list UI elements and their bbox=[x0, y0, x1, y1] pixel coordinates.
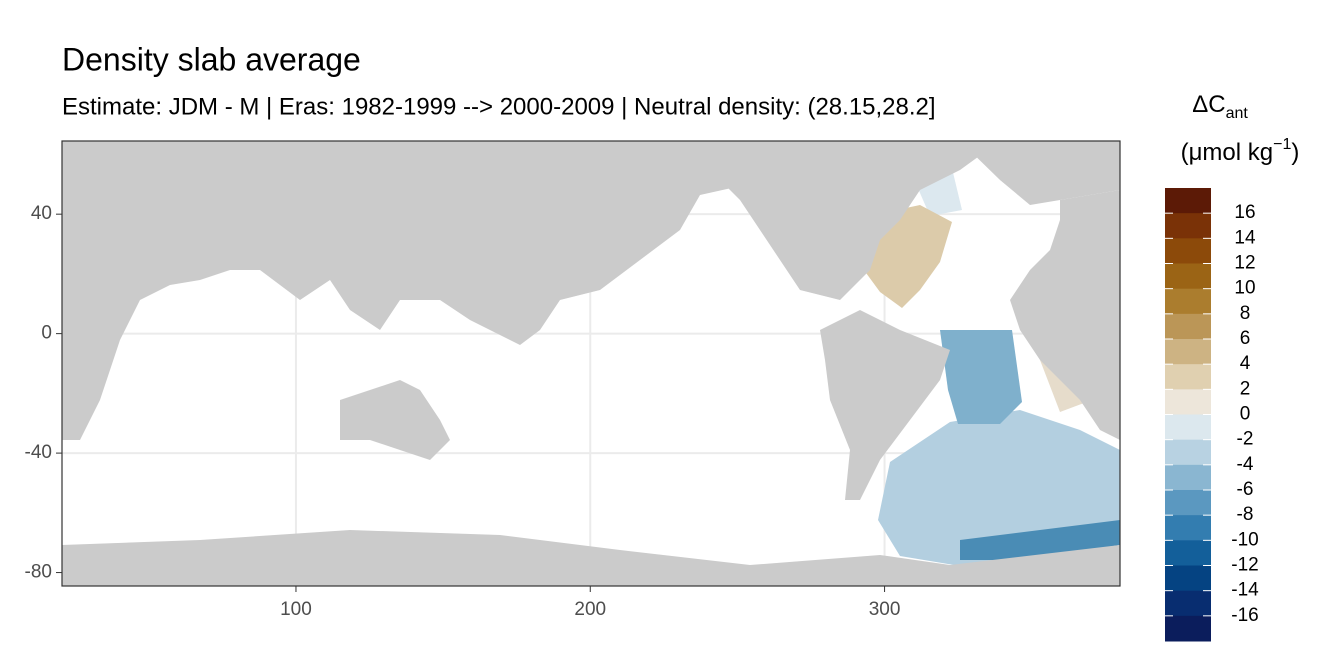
legend-label: 14 bbox=[1234, 227, 1256, 248]
legend-swatch bbox=[1165, 288, 1211, 315]
legend-unit-sup: −1 bbox=[1273, 136, 1291, 153]
legend-swatch bbox=[1165, 263, 1211, 290]
legend-label: 6 bbox=[1240, 328, 1251, 349]
legend-swatch bbox=[1165, 464, 1211, 491]
legend-swatch bbox=[1165, 313, 1211, 340]
panel-border bbox=[61, 140, 1121, 587]
y-tick-label: -80 bbox=[25, 562, 52, 583]
legend-label: -2 bbox=[1237, 429, 1254, 450]
legend-label: 12 bbox=[1234, 253, 1255, 274]
legend-unit-main: (μmol kg bbox=[1181, 139, 1274, 166]
land-antarctica bbox=[62, 530, 1120, 586]
legend-label: 2 bbox=[1240, 378, 1251, 399]
legend-label: 10 bbox=[1234, 278, 1255, 299]
legend-label: -4 bbox=[1237, 454, 1254, 475]
land-north-america bbox=[680, 141, 1000, 300]
legend-swatch bbox=[1165, 414, 1211, 441]
legend: 16 14 12 10 8 6 4 2 0 -2 -4 -6 -8 -10 -12 -14 -16 bbox=[1165, 188, 1259, 642]
legend-swatch bbox=[1165, 238, 1211, 264]
legend-title: ΔCant bbox=[1192, 91, 1248, 122]
x-tick-label: 200 bbox=[574, 599, 606, 620]
legend-label: -6 bbox=[1237, 479, 1254, 500]
plot-area bbox=[61, 140, 1121, 587]
y-tick-label: -40 bbox=[25, 442, 52, 463]
legend-swatch bbox=[1165, 364, 1211, 390]
legend-swatch bbox=[1165, 188, 1211, 214]
legend-swatch bbox=[1165, 615, 1211, 642]
field-patch bbox=[940, 330, 1022, 424]
legend-label: -14 bbox=[1231, 580, 1259, 601]
legend-label: 16 bbox=[1234, 202, 1255, 223]
x-tick-label: 100 bbox=[280, 599, 312, 620]
land bbox=[62, 141, 1120, 586]
legend-label: -12 bbox=[1231, 555, 1258, 576]
legend-label: -16 bbox=[1231, 605, 1258, 626]
legend-label: 8 bbox=[1240, 303, 1251, 324]
land-eurasia bbox=[62, 141, 760, 440]
x-tick-label: 300 bbox=[869, 599, 901, 620]
chart-title: Density slab average bbox=[62, 41, 361, 77]
land-australia bbox=[340, 380, 450, 460]
legend-swatch bbox=[1165, 565, 1211, 592]
legend-unit-close: ) bbox=[1291, 139, 1299, 166]
legend-swatch bbox=[1165, 590, 1211, 617]
land-greenland-europe bbox=[960, 141, 1120, 205]
legend-title-main: ΔC bbox=[1192, 91, 1225, 118]
legend-swatch bbox=[1165, 339, 1211, 365]
chart-subtitle: Estimate: JDM - M | Eras: 1982-1999 --> … bbox=[62, 93, 936, 120]
legend-label: -10 bbox=[1231, 529, 1258, 550]
field-patch bbox=[878, 410, 1120, 566]
legend-label: 4 bbox=[1240, 353, 1251, 374]
land-south-america bbox=[820, 310, 950, 500]
legend-swatch bbox=[1165, 490, 1211, 516]
land-africa bbox=[1010, 190, 1120, 440]
legend-swatch bbox=[1165, 540, 1211, 566]
legend-unit: (μmol kg−1) bbox=[1181, 136, 1300, 166]
legend-label: -8 bbox=[1237, 504, 1254, 525]
y-tick-label: 40 bbox=[31, 203, 52, 224]
legend-label: 0 bbox=[1240, 404, 1251, 425]
y-tick-label: 0 bbox=[41, 323, 52, 344]
legend-title-sub: ant bbox=[1226, 105, 1249, 122]
legend-swatch bbox=[1165, 439, 1211, 466]
legend-swatch bbox=[1165, 389, 1211, 415]
legend-swatch bbox=[1165, 515, 1211, 541]
legend-swatch bbox=[1165, 213, 1211, 239]
